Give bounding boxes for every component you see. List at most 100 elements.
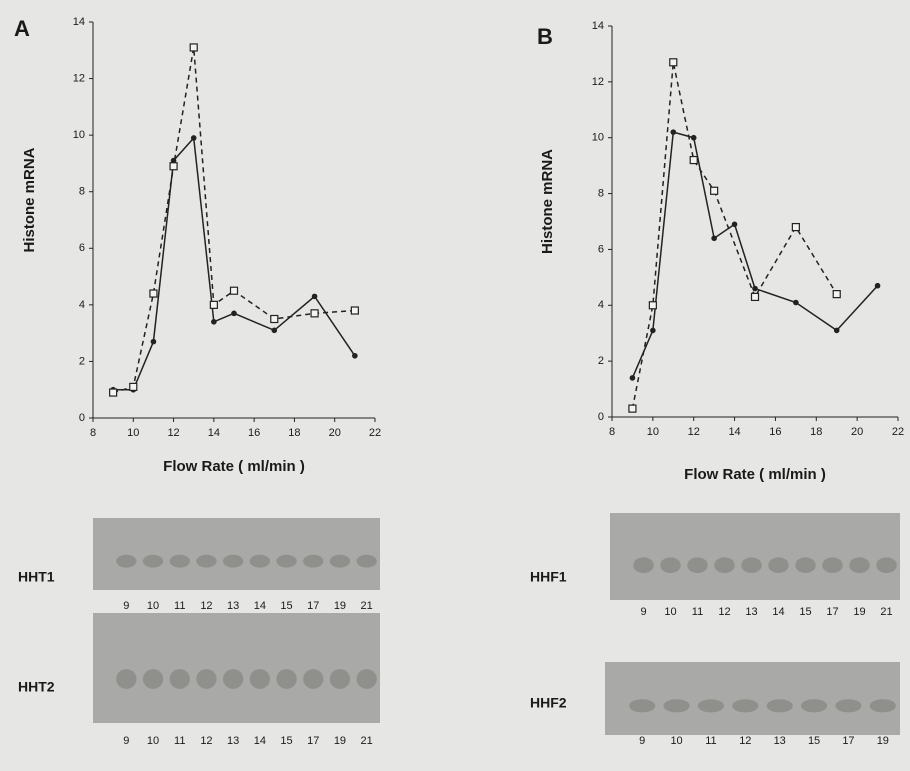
x-tick-label: 10 (127, 427, 139, 439)
y-tick-label: 10 (592, 132, 604, 144)
lane-label: 13 (227, 735, 239, 747)
blot-band (143, 669, 163, 689)
lane-label: 11 (174, 600, 185, 612)
x-tick-label: 8 (609, 426, 615, 438)
lane-label: 14 (772, 606, 784, 618)
y-tick-label: 2 (79, 355, 85, 367)
marker (711, 235, 717, 241)
blot-band (303, 555, 323, 568)
marker (352, 353, 358, 359)
lane-label: 15 (799, 606, 811, 618)
x-tick-label: 14 (728, 426, 740, 438)
lane-label: 15 (280, 600, 292, 612)
blot-image (610, 513, 900, 600)
blot-band (116, 669, 136, 689)
lane-label: 11 (705, 735, 716, 747)
blot-band (870, 699, 896, 712)
blot-band (849, 557, 870, 573)
x-tick-label: 18 (810, 426, 822, 438)
y-tick-label: 0 (598, 411, 604, 423)
lane-label: 15 (280, 735, 292, 747)
lane-label: 13 (745, 606, 757, 618)
marker (110, 389, 117, 396)
blot-label: HHF2 (530, 695, 567, 711)
blot-band (698, 699, 724, 712)
panel-label: B (537, 24, 553, 49)
marker (271, 316, 278, 323)
blot-band (660, 557, 681, 573)
marker (752, 293, 759, 300)
marker (670, 129, 676, 135)
y-tick-label: 2 (598, 355, 604, 367)
marker (190, 44, 197, 51)
x-tick-label: 10 (647, 426, 659, 438)
y-tick-label: 4 (79, 299, 85, 311)
blot-band (714, 557, 735, 573)
lane-label: 21 (361, 600, 373, 612)
marker (691, 135, 697, 141)
lane-label: 17 (842, 735, 854, 747)
blot-band (223, 669, 243, 689)
y-tick-label: 6 (598, 243, 604, 255)
blot-band (276, 669, 296, 689)
blot-band (357, 555, 377, 568)
lane-label: 17 (307, 735, 319, 747)
lane-label: 11 (174, 735, 185, 747)
blot-band (303, 669, 323, 689)
blot-band (629, 699, 655, 712)
lane-label: 19 (877, 735, 889, 747)
y-axis-label: Histone mRNA (21, 147, 38, 252)
y-tick-label: 12 (73, 72, 85, 84)
y-tick-label: 4 (598, 299, 604, 311)
blot-label: HHF1 (530, 569, 567, 585)
blot-label: HHT2 (18, 679, 55, 695)
marker (792, 224, 799, 231)
x-tick-label: 12 (688, 426, 700, 438)
blot-band (732, 699, 758, 712)
lane-label: 10 (147, 735, 159, 747)
y-tick-label: 8 (79, 186, 85, 198)
lane-label: 19 (334, 735, 346, 747)
panel-label: A (14, 16, 30, 41)
blot-band (767, 699, 793, 712)
blot-band (876, 557, 897, 573)
x-tick-label: 12 (167, 427, 179, 439)
blot-band (116, 555, 136, 568)
lane-label: 11 (692, 606, 703, 618)
x-axis-label: Flow Rate ( ml/min ) (163, 458, 305, 475)
lane-label: 12 (200, 735, 212, 747)
blot-band (357, 669, 377, 689)
marker (191, 135, 197, 141)
marker (875, 283, 881, 289)
blot-band (687, 557, 708, 573)
x-tick-label: 14 (208, 427, 220, 439)
x-tick-label: 8 (90, 427, 96, 439)
lane-label: 21 (361, 735, 373, 747)
x-tick-label: 20 (851, 426, 863, 438)
blot-image (93, 613, 380, 723)
blot-image (605, 662, 900, 735)
blot-band (822, 557, 843, 573)
blot-band (196, 669, 216, 689)
lane-label: 14 (254, 600, 266, 612)
lane-label: 10 (670, 735, 682, 747)
lane-label: 17 (826, 606, 838, 618)
blot-band (741, 557, 762, 573)
lane-label: 14 (254, 735, 266, 747)
marker (752, 286, 758, 292)
lane-label: 21 (880, 606, 892, 618)
x-tick-label: 22 (892, 426, 904, 438)
x-tick-label: 18 (288, 427, 300, 439)
marker (130, 383, 137, 390)
lane-label: 9 (640, 606, 646, 618)
blot-band (795, 557, 816, 573)
lane-label: 12 (200, 600, 212, 612)
lane-label: 13 (227, 600, 239, 612)
marker (271, 328, 277, 334)
marker (211, 319, 217, 325)
y-tick-label: 14 (73, 16, 85, 28)
blot-band (801, 699, 827, 712)
y-tick-label: 14 (592, 20, 604, 32)
x-tick-label: 22 (369, 427, 381, 439)
marker (151, 339, 157, 345)
